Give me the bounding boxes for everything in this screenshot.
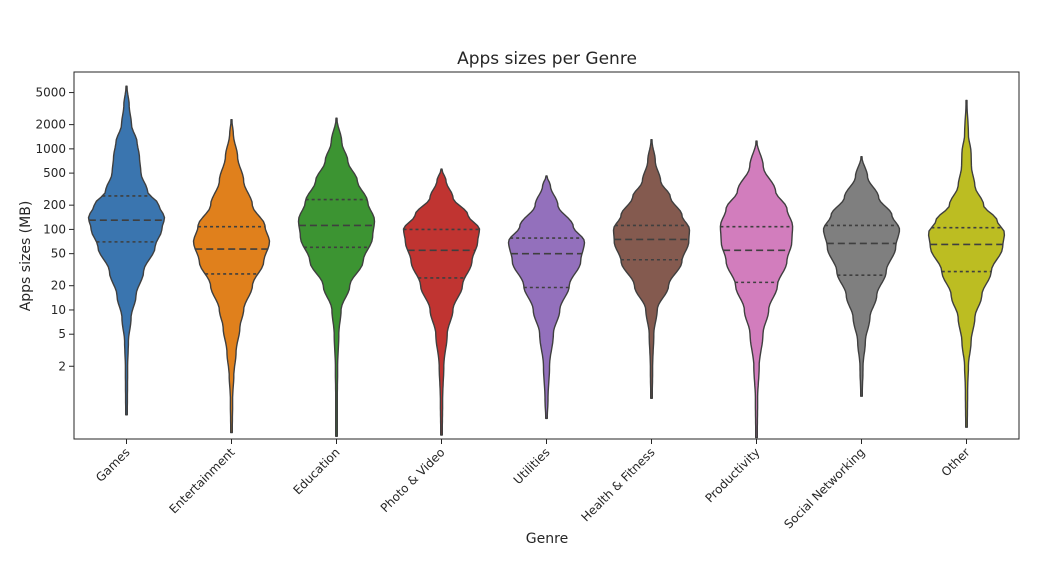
violin-body (612, 139, 691, 399)
y-tick-label: 2 (58, 359, 66, 373)
x-tick-label: Other (939, 445, 973, 479)
x-tick-label: Health & Fitness (578, 445, 657, 524)
violin-body (402, 168, 481, 436)
y-tick-label: 200 (43, 198, 66, 212)
y-tick-label: 10 (51, 303, 66, 317)
violin-social-networking (822, 156, 901, 397)
y-tick-label: 5000 (35, 86, 66, 100)
violin-education (297, 117, 376, 437)
y-axis: 2 5 10 20 50 100 200 500 1000 2000 5000 (35, 86, 74, 373)
y-tick-label: 2000 (35, 118, 66, 132)
violin-games (87, 85, 166, 416)
x-tick-label: Games (93, 445, 133, 485)
violin-entertainment (192, 119, 271, 434)
violin-health-fitness (612, 139, 691, 399)
x-axis-title: Genre (526, 531, 568, 547)
violin-productivity (719, 140, 794, 439)
violins (87, 85, 1006, 439)
violin-body (719, 140, 794, 439)
y-tick-label: 1000 (35, 142, 66, 156)
x-tick-label: Photo & Video (378, 445, 448, 515)
x-tick-label: Utilities (511, 445, 553, 487)
y-tick-label: 100 (43, 222, 66, 236)
y-tick-label: 50 (51, 247, 66, 261)
y-tick-label: 5 (58, 327, 66, 341)
y-tick-label: 500 (43, 166, 66, 180)
y-axis-title: Apps sizes (MB) (18, 201, 34, 312)
y-tick-label: 20 (51, 279, 66, 293)
x-tick-label: Productivity (702, 445, 762, 505)
violin-body (507, 175, 586, 420)
chart-title: Apps sizes per Genre (457, 49, 637, 69)
x-tick-label: Entertainment (166, 445, 237, 516)
violin-body (822, 156, 901, 397)
violin-body (297, 117, 376, 437)
violin-body (192, 119, 271, 434)
violin-photo-video (402, 168, 481, 436)
violin-body (927, 99, 1006, 428)
x-tick-label: Education (290, 445, 342, 497)
violin-other (927, 99, 1006, 428)
x-tick-label: Social Networking (781, 445, 867, 531)
x-axis: Games Entertainment Education Photo & Video… (93, 439, 973, 532)
violin-utilities (507, 175, 586, 420)
violin-body (87, 85, 166, 416)
